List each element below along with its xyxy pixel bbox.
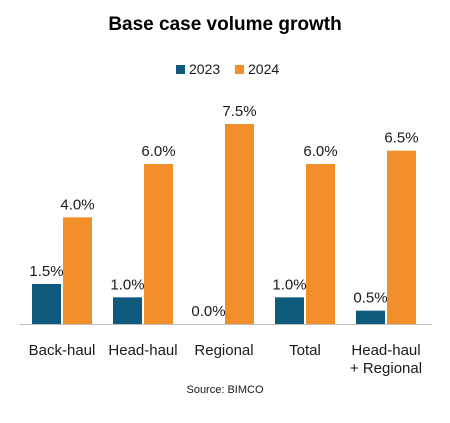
legend-swatch-2023 [176,65,185,74]
x-tick-label-4: Head-haul + Regional [350,342,422,377]
x-tick-label-0: Back-haul [29,342,96,359]
data-label-2024-0: 4.0% [60,196,94,213]
bar-2024-2 [225,124,254,324]
bar-2024-1 [144,164,173,324]
x-tick-label-3: Total [289,342,321,359]
data-label-2023-1: 1.0% [110,276,144,293]
chart-source: Source: BIMCO [186,384,264,396]
bar-2023-3 [275,297,304,324]
bar-2024-0 [63,217,92,324]
data-label-2024-4: 6.5% [384,130,418,147]
x-tick-label-1: Head-haul [108,342,177,359]
x-tick-label-2: Regional [194,342,253,359]
legend-label-2023: 2023 [189,61,220,77]
bar-2024-4 [387,150,416,324]
bar-2023-4 [356,310,385,324]
data-label-2024-3: 6.0% [303,143,337,160]
data-label-2023-3: 1.0% [272,276,306,293]
legend-label-2024: 2024 [248,61,279,77]
data-label-2023-4: 0.5% [353,290,387,307]
data-label-2024-1: 6.0% [141,143,175,160]
bar-2024-3 [306,164,335,324]
chart-title: Base case volume growth [108,14,342,35]
bar-2023-0 [32,284,61,324]
bar-2023-1 [113,297,142,324]
data-label-2023-0: 1.5% [29,263,63,280]
data-label-2024-2: 7.5% [222,103,256,120]
legend-swatch-2024 [235,65,244,74]
data-label-2023-2: 0.0% [191,303,225,320]
